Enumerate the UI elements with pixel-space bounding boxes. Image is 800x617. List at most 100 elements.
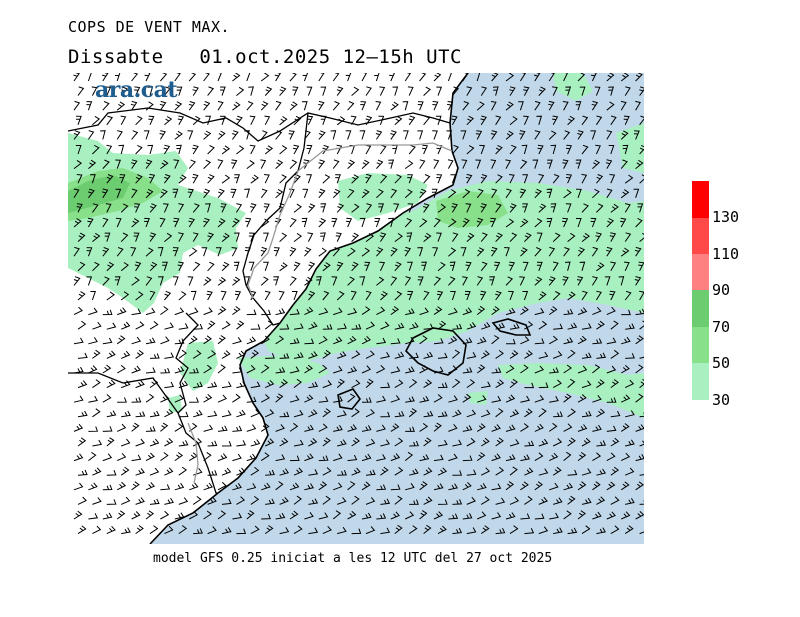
- wind-barb: [379, 144, 387, 155]
- wind-barb: [495, 379, 505, 389]
- wind-barb: [249, 144, 256, 155]
- wind-barb: [577, 424, 588, 432]
- wind-barb: [625, 467, 635, 476]
- wind-barb: [419, 510, 428, 520]
- wind-barb: [351, 261, 359, 272]
- wind-barb: [249, 115, 256, 126]
- wind-barb: [260, 246, 268, 257]
- wind-barb: [404, 511, 415, 520]
- wind-barb: [160, 306, 169, 316]
- wind-barb: [189, 397, 199, 403]
- wind-barb: [639, 412, 644, 418]
- wind-barb: [144, 217, 150, 228]
- wind-barb: [92, 497, 102, 505]
- wind-barb: [379, 232, 387, 242]
- wind-barb: [481, 409, 491, 418]
- wind-barb: [476, 364, 486, 374]
- wind-barb: [250, 466, 260, 476]
- wind-barb: [520, 247, 528, 257]
- wind-barb: [203, 510, 212, 520]
- wind-barb: [522, 261, 529, 271]
- ara-cat-logo[interactable]: ara.cat: [95, 77, 178, 103]
- wind-barb: [174, 394, 184, 403]
- wind-barb: [359, 276, 366, 286]
- wind-barb: [234, 232, 240, 242]
- wind-barb: [164, 408, 174, 418]
- wind-barb: [188, 217, 196, 228]
- wind-barb: [596, 379, 605, 389]
- wind-barb: [232, 218, 240, 228]
- wind-barb: [192, 144, 199, 155]
- wind-barb: [606, 217, 615, 228]
- wind-barb: [480, 290, 487, 301]
- wind-barb: [164, 322, 174, 330]
- wind-barb: [610, 115, 617, 126]
- wind-barb: [131, 276, 140, 286]
- wind-barb: [178, 411, 189, 418]
- wind-barb: [563, 247, 570, 257]
- wind-barb: [524, 467, 534, 476]
- wind-barb: [505, 218, 515, 228]
- wind-barb: [567, 291, 576, 301]
- wind-barb: [279, 353, 290, 359]
- wind-barb: [378, 203, 384, 213]
- wind-barb: [106, 291, 115, 301]
- wind-barb: [538, 320, 548, 330]
- wind-barb: [437, 411, 448, 418]
- wind-barb: [495, 466, 505, 476]
- wind-barb: [190, 290, 197, 301]
- wind-barb: [491, 73, 499, 82]
- wind-barb: [639, 232, 644, 242]
- wind-barb: [318, 247, 327, 257]
- wind-barb: [596, 408, 606, 418]
- wind-barb: [520, 454, 530, 462]
- wind-barb: [581, 410, 592, 418]
- wind-barb: [489, 276, 495, 286]
- wind-barb: [347, 159, 356, 169]
- wind-barb: [164, 290, 172, 301]
- wind-barb: [417, 276, 424, 286]
- wind-barb: [92, 321, 102, 330]
- wind-barb: [419, 481, 428, 491]
- wind-barb: [618, 276, 625, 286]
- wind-barb: [236, 320, 245, 330]
- wind-barb: [407, 174, 414, 184]
- wind-barb: [73, 482, 84, 491]
- wind-barb: [608, 145, 615, 155]
- wind-barb: [235, 203, 243, 213]
- wind-barb: [534, 218, 543, 228]
- wind-barb: [88, 426, 99, 432]
- wind-barb: [207, 496, 217, 505]
- colorbar-label-110: 110: [712, 245, 740, 263]
- wind-barb: [160, 73, 168, 82]
- wind-barb: [534, 394, 545, 403]
- wind-barb: [620, 100, 627, 111]
- wind-barb: [88, 188, 95, 199]
- wind-barb: [260, 452, 270, 462]
- wind-barb: [374, 73, 380, 82]
- wind-barb: [419, 159, 426, 169]
- wind-barb: [279, 527, 290, 535]
- wind-barb: [509, 466, 518, 476]
- wind-barb: [639, 115, 644, 126]
- wind-barb: [102, 309, 113, 316]
- wind-barb: [172, 276, 179, 286]
- wind-barb: [447, 159, 454, 169]
- wind-barb: [162, 261, 168, 271]
- catalonia-border: [242, 112, 309, 326]
- wind-barb: [563, 308, 574, 316]
- wind-barb: [408, 378, 418, 389]
- wind-barb: [575, 159, 582, 169]
- wind-barb: [118, 144, 125, 155]
- wind-barb: [293, 410, 304, 418]
- wind-barb: [365, 86, 372, 96]
- wind-barb: [192, 350, 202, 359]
- wind-barb: [359, 130, 366, 140]
- wind-barb: [490, 217, 497, 228]
- wind-barb: [480, 261, 488, 272]
- province-borders: [187, 142, 453, 484]
- wind-barb: [308, 351, 318, 359]
- wind-barb: [145, 188, 154, 199]
- wind-barb: [217, 218, 226, 228]
- wind-barb: [536, 115, 543, 125]
